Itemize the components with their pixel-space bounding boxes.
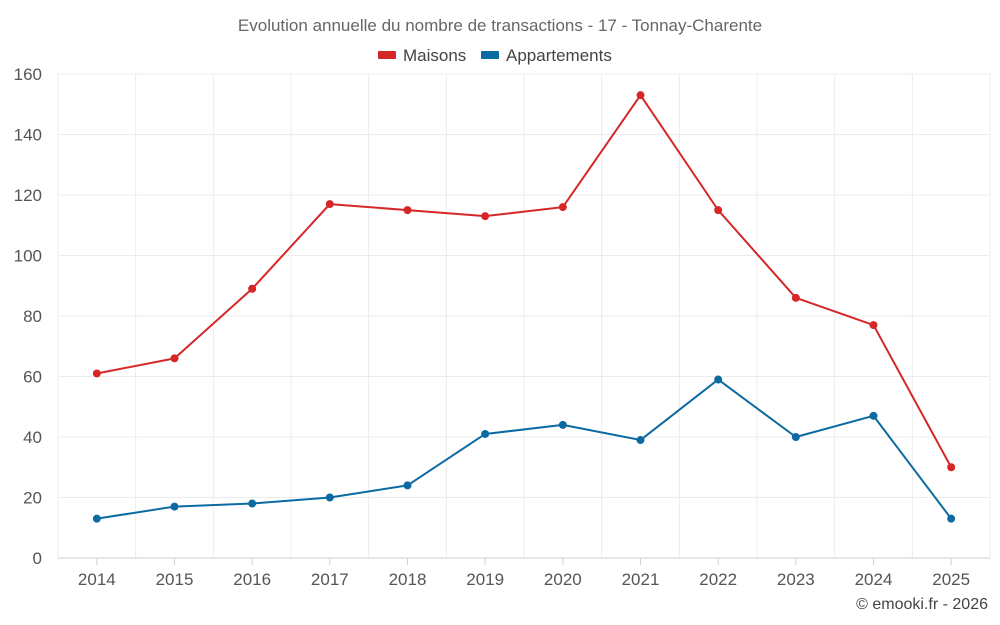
data-point-maisons[interactable] [325,200,334,209]
data-point-maisons[interactable] [481,212,490,221]
data-point-appartements[interactable] [714,375,723,384]
data-point-appartements[interactable] [636,436,645,445]
y-tick-label: 20 [23,489,42,508]
data-point-appartements[interactable] [92,514,101,523]
y-tick-label: 80 [23,307,42,326]
x-tick-label: 2020 [544,570,582,589]
x-tick-label: 2025 [932,570,970,589]
legend-label-maisons: Maisons [403,46,466,65]
axes: 0 20 40 60 80 100 120 140 160 2014 2015 2016 2017 201… [14,65,990,589]
credit-text: © emooki.fr - 2026 [856,596,988,613]
x-tick-label: 2024 [855,570,893,589]
data-point-maisons[interactable] [714,206,723,215]
series-line-maisons [96,94,953,468]
y-tick-label: 0 [33,549,42,568]
data-point-appartements[interactable] [791,433,800,441]
data-point-appartements[interactable] [248,499,257,508]
x-tick-label: 2019 [466,570,504,589]
series-appartements [92,375,956,523]
data-point-maisons[interactable] [558,203,567,212]
data-point-appartements[interactable] [558,420,567,429]
x-tick-label: 2014 [78,570,116,589]
data-point-maisons[interactable] [791,293,800,302]
x-tick-label: 2022 [699,570,737,589]
y-tick-label: 100 [14,247,42,266]
legend-swatch-appartements [481,51,499,59]
data-point-appartements[interactable] [481,429,490,438]
data-point-appartements[interactable] [869,411,878,420]
legend-label-appartements: Appartements [506,46,612,65]
x-tick-label: 2023 [777,570,815,589]
legend: Maisons Appartements [378,46,612,65]
data-point-maisons[interactable] [636,91,645,100]
y-tick-label: 60 [23,368,42,387]
series-maisons [92,91,956,472]
chart-title: Evolution annuelle du nombre de transact… [238,16,762,35]
data-point-maisons[interactable] [947,463,956,472]
x-tick-label: 2017 [311,570,349,589]
data-point-appartements[interactable] [403,481,412,490]
legend-swatch-maisons [378,51,396,59]
data-point-maisons[interactable] [403,206,412,215]
data-point-maisons[interactable] [869,321,878,330]
y-tick-label: 160 [14,65,42,84]
x-tick-label: 2016 [233,570,271,589]
y-tick-label: 120 [14,186,42,205]
data-point-appartements[interactable] [947,514,956,523]
series-line-appartements [96,378,952,520]
x-tick-label: 2021 [622,570,660,589]
data-point-appartements[interactable] [170,502,179,511]
legend-item-appartements[interactable]: Appartements [481,46,612,65]
data-point-maisons[interactable] [92,369,101,378]
data-point-appartements[interactable] [325,493,334,502]
y-tick-label: 140 [14,126,42,145]
data-point-maisons[interactable] [248,284,257,293]
data-point-maisons[interactable] [170,354,179,363]
x-tick-label: 2018 [389,570,427,589]
grid [57,73,991,558]
series [92,91,956,523]
y-tick-label: 40 [23,428,42,447]
legend-item-maisons[interactable]: Maisons [378,46,466,65]
x-tick-label: 2015 [156,570,194,589]
